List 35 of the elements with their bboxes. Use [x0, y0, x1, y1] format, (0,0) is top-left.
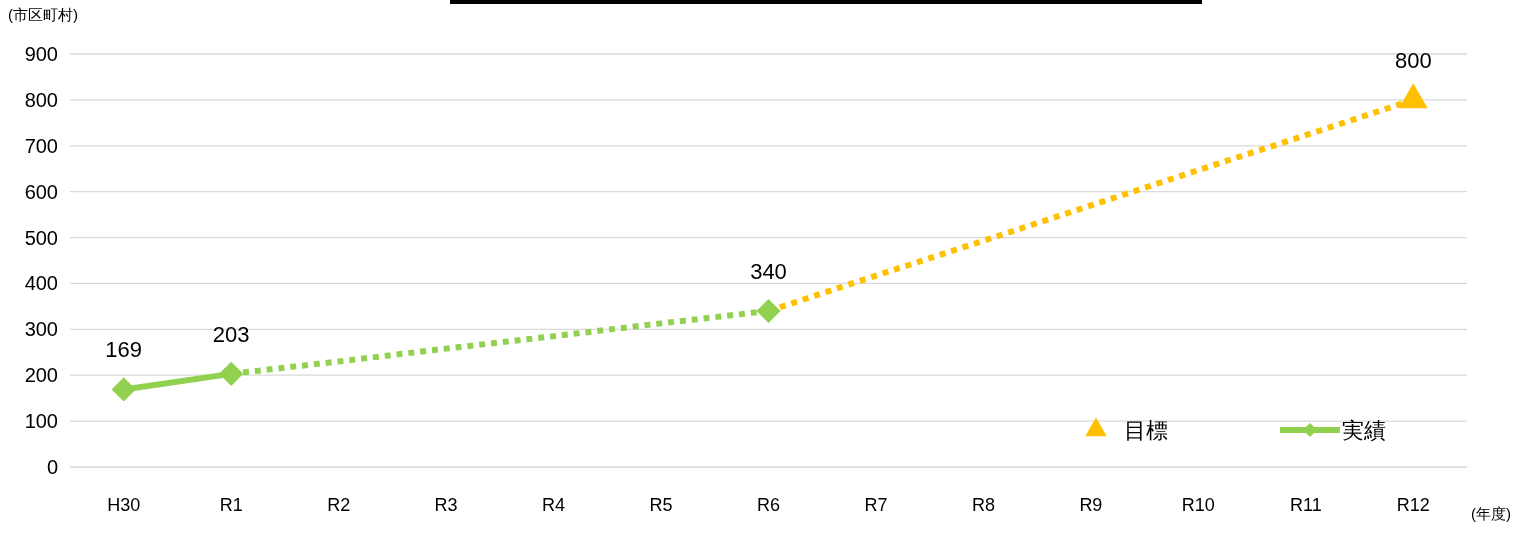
point: [1398, 83, 1428, 109]
x-tick-label: R12: [1396, 495, 1430, 515]
y-tick-label: 200: [24, 364, 58, 387]
legend-label: 目標: [1124, 417, 1168, 443]
x-tick-label: R6: [756, 495, 781, 515]
x-tick-label: R1: [219, 495, 243, 515]
x-tick-label: R3: [434, 495, 458, 515]
y-tick-label: 900: [24, 43, 58, 65]
legend-label: 実績: [1342, 417, 1386, 443]
x-tick-label: R7: [864, 495, 888, 515]
y-tick-label: 0: [46, 456, 58, 478]
y-axis-title: (市区町村): [8, 6, 78, 23]
data-label: 340: [750, 258, 787, 284]
x-tick-label: R2: [327, 495, 351, 515]
y-tick-label: 800: [24, 88, 58, 111]
y-tick-label: 100: [24, 410, 58, 433]
x-tick-label: R8: [971, 495, 995, 515]
x-tick-label: R9: [1079, 495, 1103, 515]
x-tick-label: R11: [1289, 495, 1322, 515]
y-tick-label: 300: [24, 318, 58, 341]
data-label: 203: [212, 321, 250, 347]
data-label: 169: [105, 337, 143, 363]
y-tick-label: 600: [24, 180, 58, 203]
point: [111, 377, 136, 402]
y-tick-label: 400: [24, 272, 58, 295]
x-tick-label: R4: [542, 495, 566, 515]
x-tick-label: R10: [1181, 495, 1215, 515]
x-axis-title: (年度): [1471, 505, 1511, 522]
x-tick-label: H30: [107, 495, 141, 515]
point: [219, 361, 244, 386]
point: [756, 298, 781, 324]
y-tick-label: 500: [24, 226, 58, 249]
y-tick-label: 700: [24, 134, 58, 157]
data-label: 800: [1394, 47, 1432, 73]
x-tick-label: R5: [649, 495, 673, 515]
